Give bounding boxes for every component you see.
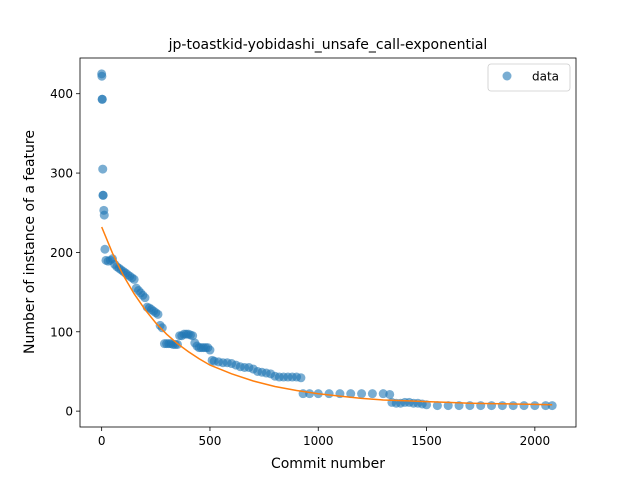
x-tick-label: 2000	[520, 434, 551, 448]
y-tick-label: 300	[50, 167, 73, 181]
x-tick-label: 1000	[303, 434, 334, 448]
plot-content	[97, 69, 557, 411]
data-point	[129, 274, 139, 284]
legend-label: data	[532, 70, 559, 84]
data-point	[519, 401, 529, 411]
chart-title: jp-toastkid-yobidashi_unsafe_call-expone…	[168, 37, 488, 53]
data-point	[346, 389, 356, 399]
y-tick-label: 200	[50, 246, 73, 260]
data-point	[153, 309, 163, 319]
x-axis: 0 500 1000 1500 2000	[98, 427, 550, 448]
y-tick-label: 0	[65, 405, 73, 419]
y-tick-label: 400	[50, 87, 73, 101]
x-axis-label: Commit number	[271, 456, 385, 472]
data-point	[97, 71, 107, 81]
data-point	[140, 293, 150, 303]
y-axis-label: Number of instance of a feature	[22, 130, 38, 354]
data-point	[296, 373, 306, 383]
data-point	[305, 389, 315, 399]
data-point	[432, 401, 442, 411]
y-tick-label: 100	[50, 325, 73, 339]
data-point	[541, 401, 551, 411]
plot-frame	[79, 57, 577, 428]
data-point	[97, 94, 107, 104]
data-point	[98, 190, 108, 200]
data-point	[205, 345, 215, 355]
data-point	[487, 401, 497, 411]
x-tick-label: 500	[199, 434, 222, 448]
data-point	[98, 164, 108, 174]
data-point	[508, 401, 518, 411]
data-point	[476, 401, 486, 411]
data-point	[497, 401, 507, 411]
fit-curve	[101, 226, 553, 406]
legend-marker	[502, 71, 512, 81]
data-point	[367, 389, 377, 399]
data-point	[100, 244, 110, 254]
x-tick-label: 0	[98, 434, 106, 448]
legend: data	[487, 63, 571, 92]
data-point	[422, 400, 432, 410]
data-point	[547, 401, 557, 411]
data-point	[157, 323, 167, 333]
data-point	[357, 389, 367, 399]
data-point	[443, 401, 453, 411]
legend-box	[487, 63, 571, 92]
x-tick-label: 1500	[411, 434, 442, 448]
data-point	[188, 331, 198, 341]
y-axis: 0 100 200 300 400	[50, 87, 80, 419]
data-point	[99, 210, 109, 220]
data-point	[324, 389, 334, 399]
data-point	[530, 401, 540, 411]
data-point	[385, 389, 395, 399]
